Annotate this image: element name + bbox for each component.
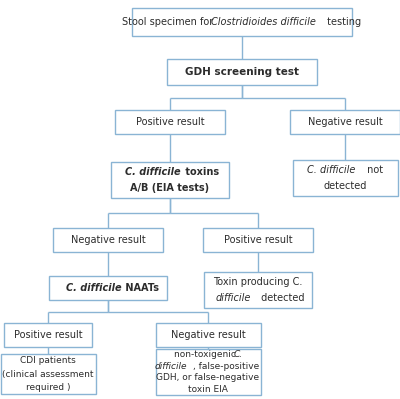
Bar (156, 323, 260, 347)
Text: not: not (364, 165, 383, 175)
Text: non-toxigenic: non-toxigenic (174, 350, 238, 359)
Text: Toxin producing C.: Toxin producing C. (213, 277, 303, 287)
Text: Stool specimen for: Stool specimen for (122, 17, 216, 27)
Text: C. difficile: C. difficile (66, 283, 121, 293)
Text: detected: detected (258, 293, 304, 303)
Text: Negative result: Negative result (71, 235, 145, 245)
Bar (49, 276, 167, 300)
Bar (111, 162, 229, 198)
Bar (203, 228, 313, 252)
Bar (290, 110, 400, 134)
Bar (167, 59, 317, 85)
Text: C.: C. (234, 350, 243, 359)
Bar (292, 160, 398, 196)
Text: required ): required ) (26, 383, 70, 392)
Text: NAATs: NAATs (122, 283, 159, 293)
Text: CDI patients: CDI patients (20, 356, 76, 365)
Text: Negative result: Negative result (308, 117, 382, 127)
Text: toxin EIA: toxin EIA (188, 385, 228, 394)
Bar (4, 323, 92, 347)
Text: Negative result: Negative result (171, 330, 245, 340)
Text: Positive result: Positive result (136, 117, 204, 127)
Text: Positive result: Positive result (224, 235, 292, 245)
Bar (132, 8, 352, 36)
Text: C. difficile: C. difficile (125, 167, 181, 177)
Text: (clinical assessment: (clinical assessment (2, 369, 94, 379)
Bar (115, 110, 225, 134)
Text: A/B (EIA tests): A/B (EIA tests) (130, 183, 210, 193)
Text: toxins: toxins (182, 167, 219, 177)
Text: GDH, or false-negative: GDH, or false-negative (156, 373, 260, 382)
Text: testing: testing (324, 17, 361, 27)
Text: Clostridioides difficile: Clostridioides difficile (212, 17, 316, 27)
Bar (53, 228, 163, 252)
Text: C. difficile: C. difficile (307, 165, 356, 175)
Bar (0, 354, 96, 394)
Text: GDH screening test: GDH screening test (185, 67, 299, 77)
Text: difficile: difficile (216, 293, 251, 303)
Bar (156, 349, 260, 395)
Text: , false-positive: , false-positive (193, 362, 259, 371)
Text: Positive result: Positive result (14, 330, 82, 340)
Text: difficile: difficile (154, 362, 187, 371)
Bar (204, 272, 312, 308)
Text: detected: detected (323, 181, 367, 191)
